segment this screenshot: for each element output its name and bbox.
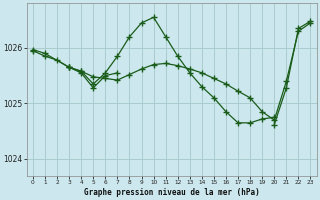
X-axis label: Graphe pression niveau de la mer (hPa): Graphe pression niveau de la mer (hPa) — [84, 188, 260, 197]
